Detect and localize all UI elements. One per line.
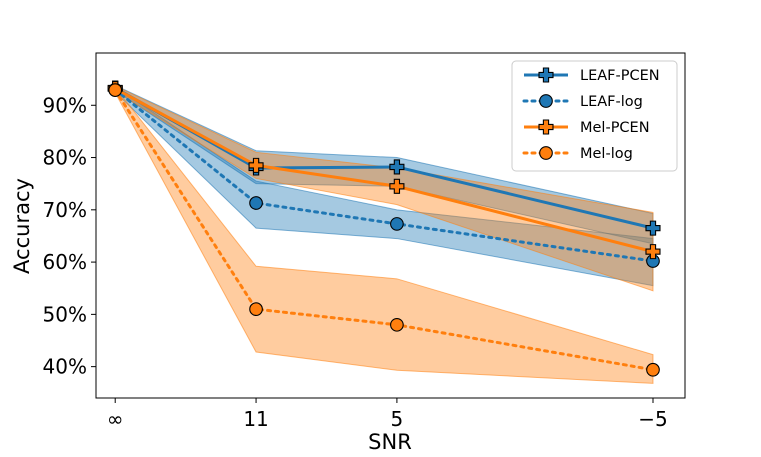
y-tick-label: 70% xyxy=(43,198,87,222)
mel-pcen-line xyxy=(114,87,654,254)
mel-log-point xyxy=(108,83,123,97)
series-markers xyxy=(107,80,661,377)
y-tick-label: 60% xyxy=(43,250,87,274)
y-tick-label: 90% xyxy=(43,93,87,117)
legend-entry-leaf-pcen: LEAF-PCEN xyxy=(524,67,660,84)
mel-log-point xyxy=(390,317,404,332)
plot-frame xyxy=(95,52,686,399)
legend-entry-mel-pcen: Mel-PCEN xyxy=(524,119,650,136)
x-tick-label: 11 xyxy=(243,407,268,431)
x-axis-title: SNR xyxy=(368,430,412,454)
legend-entry-leaf-log: LEAF-log xyxy=(522,94,643,110)
legend-label: Mel-PCEN xyxy=(580,120,650,136)
mel-log-point xyxy=(646,362,660,377)
leaf-log-point xyxy=(390,217,404,231)
legend-marker xyxy=(538,119,554,135)
leaf-log-point xyxy=(249,196,263,210)
leaf-log-line xyxy=(113,88,655,263)
mel-pcen-point xyxy=(645,244,661,260)
legend-marker xyxy=(539,146,553,160)
legend-label: Mel-log xyxy=(580,146,633,162)
x-tick-label: 5 xyxy=(391,407,404,431)
mel-pcen-point xyxy=(248,157,264,173)
legend-marker xyxy=(539,94,553,108)
mel-pcen-point xyxy=(389,178,405,194)
y-axis-ticks: 40% 50% 60% 70% 80% 90% xyxy=(43,93,96,379)
leaf-pcen-point xyxy=(645,220,661,236)
y-axis-title: Accuracy xyxy=(10,178,34,274)
legend-box xyxy=(511,60,678,172)
series-lines xyxy=(113,86,655,372)
mel-log-point xyxy=(249,302,263,316)
mel-log-line xyxy=(113,88,655,372)
legend-entry-mel-log: Mel-log xyxy=(522,146,633,162)
x-tick-label: ∞ xyxy=(107,407,124,431)
legend-label: LEAF-log xyxy=(580,94,643,110)
legend-marker xyxy=(538,67,554,83)
x-tick-label: −5 xyxy=(638,407,667,431)
y-tick-label: 50% xyxy=(43,302,87,326)
x-axis-ticks: ∞ 11 5 −5 xyxy=(107,398,668,431)
mel-pcen-band xyxy=(114,85,654,292)
y-tick-label: 40% xyxy=(43,355,87,379)
legend-label: LEAF-PCEN xyxy=(580,68,660,84)
leaf-pcen-point xyxy=(389,159,405,175)
y-tick-label: 80% xyxy=(43,146,87,170)
legend: LEAF-PCEN LEAF-log Mel-PCEN Mel-log xyxy=(511,60,678,172)
